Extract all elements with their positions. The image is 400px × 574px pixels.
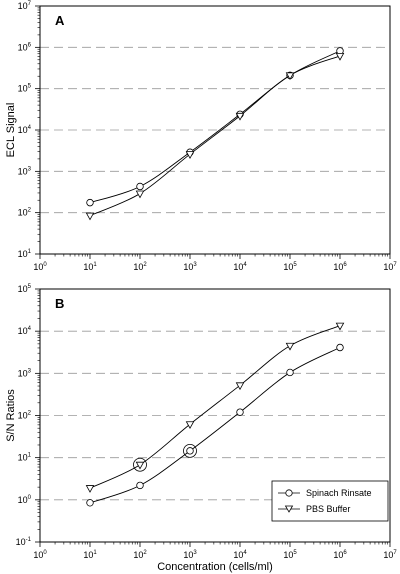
legend-marker-circle [285, 489, 293, 497]
x-tick-label: 102 [133, 550, 147, 560]
y-tick-label: 102 [18, 208, 32, 218]
x-tick-label: 100 [33, 550, 47, 560]
legend-marker-triangle [284, 505, 294, 513]
x-axis-title: Concentration (cells/ml) [157, 561, 273, 573]
series-line-spinach-rinsate [89, 347, 341, 504]
y-tick-label: 107 [18, 1, 32, 11]
y-tick-label: 104 [18, 326, 32, 336]
y-tick-label: 101 [18, 453, 32, 463]
x-tick-label: 106 [333, 262, 347, 272]
data-point-pbs-buffer [135, 190, 145, 199]
x-tick-label: 103 [183, 550, 197, 560]
data-point-pbs-buffer [135, 461, 145, 470]
x-tick-label: 103 [183, 262, 197, 272]
x-tick-label: 107 [383, 550, 397, 560]
data-point-pbs-buffer [335, 322, 345, 331]
data-point-spinach-rinsate [86, 499, 94, 507]
y-tick-label: 105 [18, 284, 32, 294]
legend-box [271, 480, 389, 522]
y-tick-label: 103 [18, 166, 32, 176]
chart-panel-b: 100 101 102 103 104 105 106 10710-1100101102103… [5, 284, 397, 573]
x-tick-label: 104 [233, 550, 247, 560]
data-point-pbs-buffer [335, 52, 345, 61]
x-tick-label: 101 [83, 550, 97, 560]
y-tick-label: 100 [18, 495, 32, 505]
panel-label: B [55, 296, 64, 311]
x-tick-label: 107 [383, 262, 397, 272]
x-tick-label: 104 [233, 262, 247, 272]
legend-label-pbs: PBS Buffer [306, 504, 350, 514]
data-point-pbs-buffer [285, 342, 295, 351]
data-point-spinach-rinsate [286, 368, 294, 377]
y-axis-title: ECL Signal [5, 103, 17, 158]
series-line-pbs-buffer [89, 325, 341, 489]
x-tick-label: 101 [83, 262, 97, 272]
data-point-pbs-buffer [185, 151, 195, 159]
x-tick-label: 100 [33, 262, 47, 272]
highlight-ring [133, 457, 147, 472]
data-point-spinach-rinsate [186, 447, 194, 455]
legend: Spinach Rinsate PBS Buffer [271, 480, 389, 522]
panel-label: A [55, 13, 65, 28]
data-point-spinach-rinsate [236, 408, 244, 416]
data-point-pbs-buffer [235, 112, 245, 121]
data-point-pbs-buffer [85, 212, 95, 221]
y-tick-label: 105 [18, 84, 32, 94]
x-tick-label: 105 [283, 550, 297, 560]
x-tick-label: 106 [333, 550, 347, 560]
y-tick-label: 10-1 [16, 537, 32, 547]
data-point-spinach-rinsate [136, 182, 144, 191]
y-tick-label: 103 [18, 368, 32, 378]
data-point-pbs-buffer [185, 421, 195, 430]
x-tick-label: 102 [133, 262, 147, 272]
highlight-ring [183, 443, 197, 458]
y-tick-label: 104 [18, 125, 32, 135]
y-tick-label: 106 [18, 42, 32, 52]
x-tick-label: 105 [283, 262, 297, 272]
y-tick-label: 101 [18, 249, 32, 259]
data-point-pbs-buffer [85, 485, 95, 493]
chart-panel-a: 100 101 102 103 104 105 106 1071011021031041051… [5, 1, 397, 272]
legend-label-spinach: Spinach Rinsate [306, 488, 372, 498]
series-line-spinach-rinsate [89, 50, 341, 204]
y-tick-label: 102 [18, 411, 32, 421]
data-point-spinach-rinsate [336, 343, 344, 352]
y-axis-title: S/N Ratios [5, 389, 17, 442]
data-point-pbs-buffer [235, 382, 245, 391]
data-point-spinach-rinsate [86, 198, 94, 207]
data-point-spinach-rinsate [136, 481, 144, 490]
data-point-pbs-buffer [285, 72, 295, 81]
